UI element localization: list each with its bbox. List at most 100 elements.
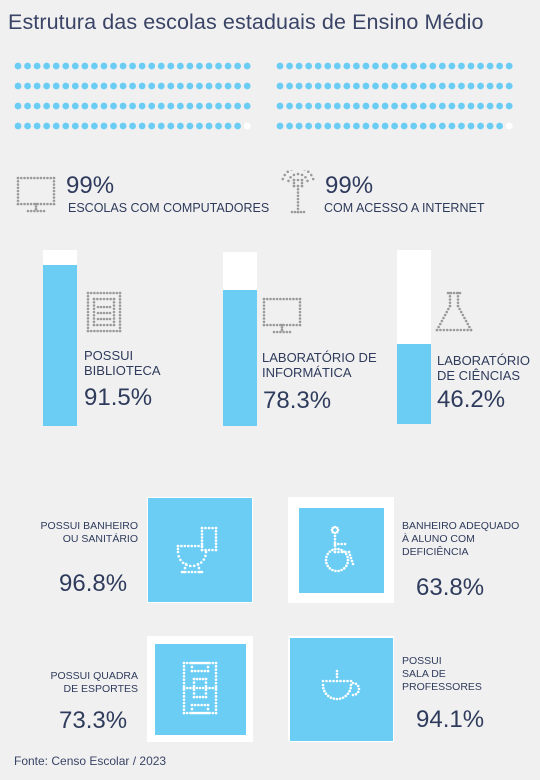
grid-dot	[215, 62, 222, 70]
sports-court-label: POSSUI QUADRA DE ESPORTES	[50, 670, 138, 695]
grid-dot	[286, 102, 293, 110]
grid-dot	[410, 62, 418, 70]
grid-dot	[176, 62, 184, 70]
science-lab-label: LABORATÓRIO DE CIÊNCIAS	[437, 353, 530, 383]
grid-dot	[243, 122, 251, 130]
grid-dot	[119, 82, 127, 90]
grid-dot	[477, 62, 484, 70]
grid-dot	[110, 82, 117, 90]
grid-dot	[276, 122, 284, 130]
grid-dot	[448, 82, 456, 90]
grid-dot	[362, 82, 370, 90]
grid-dot	[391, 122, 398, 130]
grid-dot	[205, 82, 213, 90]
grid-dot	[477, 102, 484, 110]
grid-dot	[438, 82, 446, 90]
grid-dot	[215, 122, 222, 130]
grid-dot	[186, 82, 194, 90]
grid-dot	[343, 82, 351, 90]
grid-dot	[224, 102, 232, 110]
grid-dot	[91, 82, 98, 90]
grid-dot	[419, 122, 427, 130]
grid-dot	[81, 122, 89, 130]
grid-dot	[71, 122, 79, 130]
grid-dot	[314, 102, 322, 110]
grid-dot	[410, 82, 418, 90]
grid-dot	[305, 102, 313, 110]
grid-dot	[129, 122, 136, 130]
computer-icon	[16, 176, 58, 219]
grid-dot	[400, 62, 408, 70]
grid-dot	[243, 102, 251, 110]
grid-dot	[314, 62, 322, 70]
grid-dot	[119, 102, 127, 110]
grid-dot	[24, 102, 31, 110]
grid-dot	[486, 102, 494, 110]
grid-dot	[362, 102, 370, 110]
grid-dot	[295, 82, 303, 90]
source-note: Fonte: Censo Escolar / 2023	[14, 754, 167, 768]
grid-dot	[286, 82, 293, 90]
grid-dot	[438, 122, 446, 130]
grid-dot	[486, 82, 494, 90]
grid-dot	[33, 62, 41, 70]
grid-dot	[43, 102, 51, 110]
grid-dot	[14, 82, 22, 90]
grid-dot	[458, 82, 465, 90]
grid-dot	[505, 82, 513, 90]
grid-dot	[138, 62, 146, 70]
grid-dot	[243, 82, 251, 90]
grid-dot	[286, 122, 293, 130]
grid-dot	[400, 122, 408, 130]
grid-dot	[24, 82, 31, 90]
grid-dot	[467, 62, 475, 70]
grid-dot	[167, 82, 175, 90]
grid-dot	[148, 102, 156, 110]
grid-dot	[33, 122, 41, 130]
grid-dot	[305, 82, 313, 90]
grid-dot	[100, 122, 108, 130]
grid-dot	[448, 122, 456, 130]
grid-dot	[24, 122, 31, 130]
sports-court-square-fill	[155, 644, 246, 735]
grid-dot	[43, 122, 51, 130]
computer-lab-bar	[223, 252, 257, 426]
mug-icon	[313, 661, 369, 722]
grid-dot	[91, 122, 98, 130]
grid-dot	[186, 122, 194, 130]
grid-dot	[496, 82, 504, 90]
grid-dot	[138, 122, 146, 130]
grid-dot	[71, 102, 79, 110]
grid-dot	[419, 102, 427, 110]
grid-dot	[372, 62, 379, 70]
grid-dot	[176, 82, 184, 90]
grid-dot	[362, 122, 370, 130]
grid-dot	[81, 102, 89, 110]
wheelchair-icon	[313, 522, 369, 583]
toilet-icon	[172, 522, 228, 583]
grid-dot	[486, 62, 494, 70]
grid-dot	[62, 122, 70, 130]
science-lab-bar	[397, 250, 431, 424]
grid-dot	[91, 102, 98, 110]
grid-dot	[110, 122, 117, 130]
grid-dot	[52, 102, 60, 110]
grid-dot	[343, 122, 351, 130]
grid-dot	[391, 62, 398, 70]
grid-dot	[362, 62, 370, 70]
grid-dot	[148, 82, 156, 90]
grid-dot	[234, 62, 242, 70]
grid-dot	[496, 102, 504, 110]
grid-dot	[196, 122, 203, 130]
grid-dot	[129, 62, 136, 70]
grid-dot	[353, 62, 360, 70]
grid-dot	[215, 82, 222, 90]
grid-dot	[100, 62, 108, 70]
grid-dot	[234, 102, 242, 110]
grid-dot	[186, 102, 194, 110]
grid-dot	[276, 102, 284, 110]
grid-dot	[343, 62, 351, 70]
toilet-percent: 96.8%	[59, 570, 128, 597]
grid-dot	[62, 102, 70, 110]
grid-dot	[62, 62, 70, 70]
